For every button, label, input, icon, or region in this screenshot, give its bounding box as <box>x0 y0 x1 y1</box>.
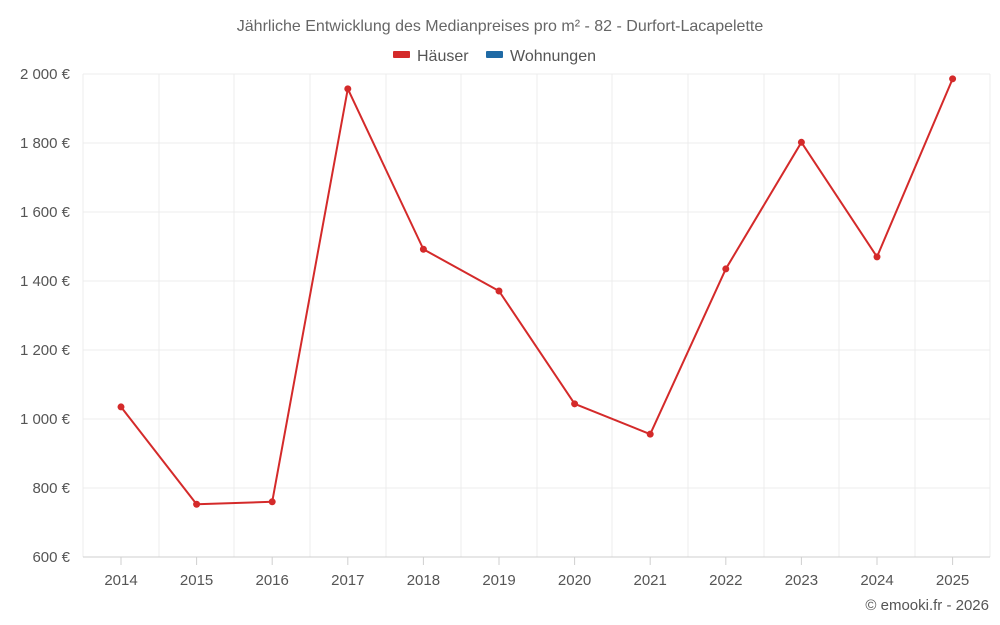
x-tick-label: 2020 <box>558 572 591 589</box>
legend-swatch-houses <box>393 51 410 58</box>
y-tick-label: 600 € <box>32 549 70 566</box>
data-point-houses <box>117 403 125 411</box>
x-gridlines <box>82 74 991 557</box>
x-tick-label: 2024 <box>860 572 893 589</box>
y-tick-label: 800 € <box>32 480 70 497</box>
data-point-houses <box>344 85 352 93</box>
y-tick-label: 1 200 € <box>20 342 71 359</box>
data-point-houses <box>495 287 503 295</box>
chart-title: Jährliche Entwicklung des Medianpreises … <box>237 18 764 35</box>
data-point-houses <box>268 498 276 506</box>
x-tick-label: 2021 <box>634 572 667 589</box>
x-tick-label: 2025 <box>936 572 969 589</box>
data-point-houses <box>646 430 654 438</box>
x-tick-label: 2022 <box>709 572 742 589</box>
legend[interactable]: Häuser Wohnungen <box>393 48 596 65</box>
legend-swatch-apartments <box>486 51 503 58</box>
x-tick-label: 2017 <box>331 572 364 589</box>
x-tick-label: 2016 <box>256 572 289 589</box>
series-houses <box>117 75 957 508</box>
x-tick-label: 2019 <box>482 572 515 589</box>
data-point-houses <box>419 245 427 253</box>
x-axis-ticks <box>120 557 954 565</box>
x-tick-label: 2023 <box>785 572 818 589</box>
copyright-text: © emooki.fr - 2026 <box>865 597 989 614</box>
data-point-houses <box>949 75 957 83</box>
y-tick-label: 1 800 € <box>20 135 71 152</box>
y-tick-label: 1 600 € <box>20 204 71 221</box>
x-tick-label: 2014 <box>104 572 137 589</box>
legend-label-houses[interactable]: Häuser <box>417 48 469 65</box>
x-tick-label: 2015 <box>180 572 213 589</box>
legend-label-apartments[interactable]: Wohnungen <box>510 48 596 65</box>
y-tick-label: 2 000 € <box>20 66 71 83</box>
series-line-houses <box>120 78 954 506</box>
y-tick-label: 1 400 € <box>20 273 71 290</box>
x-axis-labels: 2014 2015 2016 2017 2018 2019 2020 2021 2022 2023… <box>104 572 969 589</box>
data-point-houses <box>193 500 201 508</box>
x-tick-label: 2018 <box>407 572 440 589</box>
data-point-houses <box>722 265 730 273</box>
y-tick-label: 1 000 € <box>20 411 71 428</box>
data-point-houses <box>797 138 805 146</box>
data-point-houses <box>571 400 579 408</box>
data-point-houses <box>873 253 881 261</box>
y-axis-labels: 600 € 800 € 1 000 € 1 200 € 1 400 € 1 600 € 1 … <box>20 66 71 566</box>
